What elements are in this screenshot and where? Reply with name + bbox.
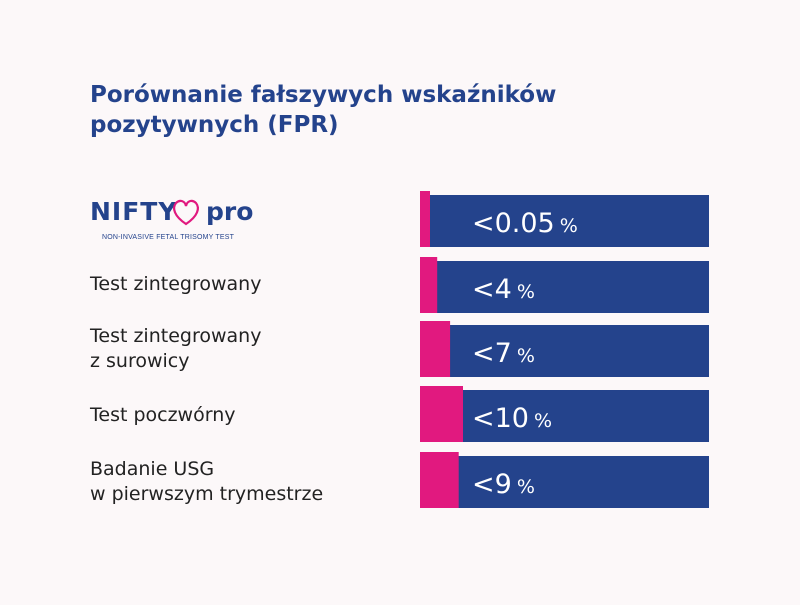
category-label: Test zintegrowany z surowicy — [90, 324, 261, 374]
category-label-line: Test zintegrowany — [90, 273, 262, 295]
bar-row: <7% — [420, 321, 709, 377]
bar-track — [420, 261, 709, 313]
data-label: <0.05% — [472, 208, 578, 239]
bar-value — [420, 257, 438, 313]
category-label-line: Test poczwórny — [90, 404, 236, 426]
logo-word: NIFTY — [90, 197, 178, 226]
data-label-value: <4 — [472, 274, 512, 305]
category-label-line: w pierwszym trymestrze — [90, 483, 324, 505]
chart-title: Porównanie fałszywych wskaźników pozytyw… — [90, 80, 556, 140]
data-label-unit: % — [517, 281, 535, 303]
data-label-value: <7 — [472, 338, 512, 369]
data-label-value: <10 — [472, 403, 529, 434]
data-label: <10% — [472, 403, 552, 434]
bar-value — [420, 452, 459, 508]
category-label: Badanie USG w pierwszym trymestrze — [90, 457, 323, 507]
bar-row: <9% — [420, 452, 709, 508]
data-label-unit: % — [534, 410, 552, 432]
bar-row: <10% — [420, 386, 709, 442]
bar-value — [420, 386, 463, 442]
bar-row: <0.05% — [420, 191, 709, 247]
chart-title-line-2: pozytywnych (FPR) — [90, 112, 339, 138]
bar-value — [420, 321, 451, 377]
category-label: Test poczwórny — [90, 403, 236, 428]
category-label: Test zintegrowany — [90, 272, 261, 297]
bar-track — [420, 195, 709, 247]
bar-row: <4% — [420, 257, 709, 313]
category-label-line: z surowicy — [90, 350, 190, 372]
bar-track — [420, 456, 709, 508]
logo-tagline: NON-INVASIVE FETAL TRISOMY TEST — [102, 234, 235, 241]
category-label-line: Test zintegrowany — [90, 325, 262, 347]
chart-title-line-1: Porównanie fałszywych wskaźników — [90, 82, 557, 108]
data-label-unit: % — [560, 215, 578, 237]
category-label-line: Badanie USG — [90, 458, 215, 480]
heart-icon — [173, 199, 199, 226]
bar-track — [420, 325, 709, 377]
data-label: <9% — [472, 469, 535, 500]
data-label-unit: % — [517, 476, 535, 498]
data-label-unit: % — [517, 345, 535, 367]
bar-value — [420, 191, 430, 247]
logo-suffix: pro — [206, 197, 254, 226]
bar-track — [420, 390, 709, 442]
data-label: <7% — [472, 338, 535, 369]
data-label-value: <0.05 — [472, 208, 555, 239]
data-label-value: <9 — [472, 469, 512, 500]
nifty-pro-logo: NIFTY pro NON-INVASIVE FETAL TRISOMY TES… — [90, 195, 260, 247]
data-label: <4% — [472, 274, 535, 305]
